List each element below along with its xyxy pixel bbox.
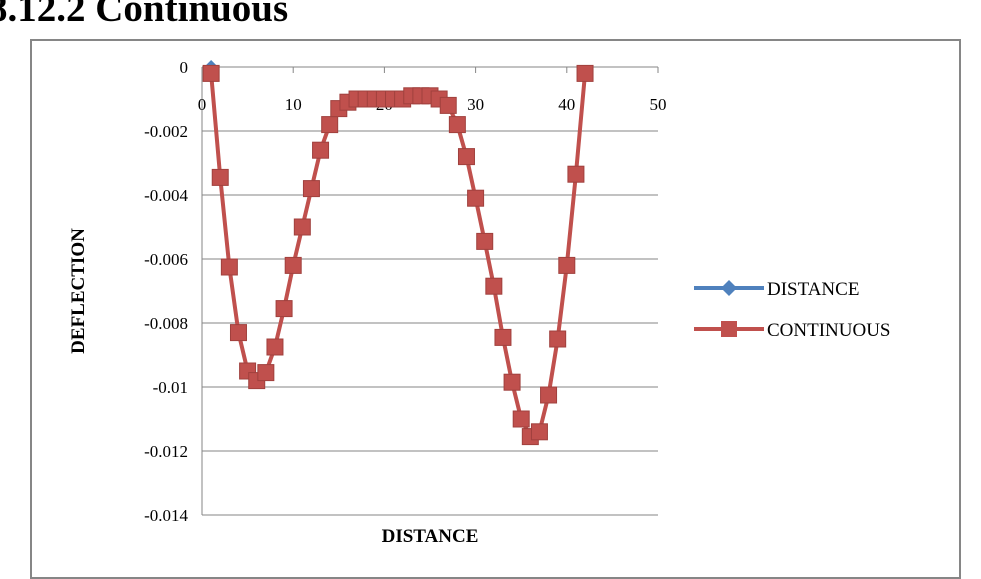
y-tick-label: -0.002 [144, 122, 188, 141]
chart-frame [30, 39, 961, 579]
data-point [321, 116, 339, 134]
series-line [209, 73, 588, 439]
y-tick-label: -0.006 [144, 250, 188, 269]
data-point [576, 64, 594, 82]
data-point [567, 165, 585, 183]
y-tick-label: -0.014 [144, 506, 188, 525]
data-point [284, 256, 302, 274]
data-point [211, 168, 229, 186]
data-point [485, 277, 503, 295]
deflection-chart: 0 -0.002 -0.004 -0.006 -0.008 -0.01 -0.012 -0.0… [68, 58, 891, 547]
legend-label: DISTANCE [767, 279, 859, 300]
y-tick-label: -0.012 [144, 442, 188, 461]
data-point [312, 141, 330, 159]
legend: DISTANCE CONTINUOUS [694, 279, 891, 341]
series-group [202, 60, 594, 446]
data-point [476, 232, 494, 250]
y-tick-label: -0.004 [144, 186, 188, 205]
data-point [293, 218, 311, 236]
data-point [512, 410, 530, 428]
data-point [302, 180, 320, 198]
x-tick-label: 0 [198, 95, 207, 114]
data-point [257, 364, 275, 382]
y-tick-label: -0.01 [153, 378, 188, 397]
legend-label: CONTINUOUS [767, 320, 891, 341]
axes [201, 66, 659, 515]
data-point [540, 386, 558, 404]
x-tick-label: 40 [558, 95, 575, 114]
data-point [439, 96, 457, 114]
data-point [467, 189, 485, 207]
section-heading: 8.12.2 Continuous [0, 0, 289, 30]
data-point [549, 330, 567, 348]
data-point [503, 373, 521, 391]
y-tick-label: 0 [180, 58, 189, 77]
data-point [530, 423, 548, 441]
tick-labels: 0 -0.002 -0.004 -0.006 -0.008 -0.01 -0.012 -0.0… [144, 58, 666, 525]
legend-marker [721, 280, 737, 296]
x-tick-label: 10 [285, 95, 302, 114]
y-tick-label: -0.008 [144, 314, 188, 333]
data-point [558, 256, 576, 274]
data-point [457, 148, 475, 166]
data-point [266, 338, 284, 356]
y-axis-title: DEFLECTION [68, 228, 89, 354]
data-point [202, 64, 220, 82]
data-point [275, 300, 293, 318]
data-point [494, 328, 512, 346]
data-point [220, 258, 238, 276]
legend-marker [721, 321, 737, 337]
gridlines [202, 130, 658, 516]
x-tick-label: 50 [650, 95, 667, 114]
data-point [229, 324, 247, 342]
x-tick-label: 30 [467, 95, 484, 114]
data-point [448, 116, 466, 134]
x-axis-title: DISTANCE [382, 526, 479, 547]
